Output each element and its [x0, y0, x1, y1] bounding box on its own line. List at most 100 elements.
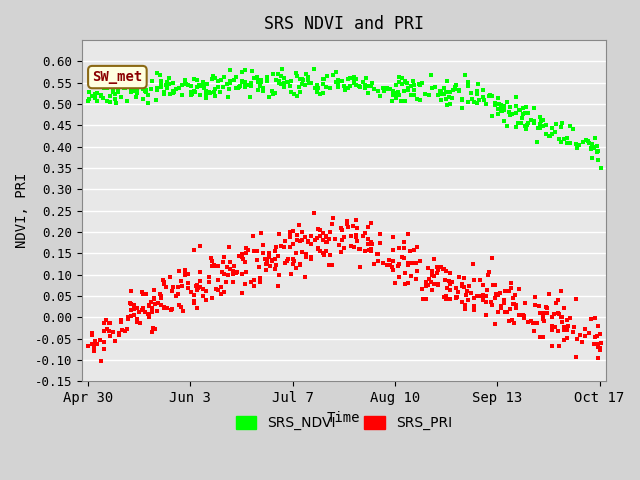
SRS_PRI: [105, 332, 115, 340]
SRS_PRI: [436, 264, 446, 271]
SRS_NDVI: [198, 78, 209, 85]
SRS_PRI: [394, 260, 404, 267]
SRS_PRI: [439, 265, 449, 273]
SRS_NDVI: [554, 135, 564, 143]
SRS_PRI: [324, 252, 335, 259]
SRS_PRI: [237, 255, 248, 263]
SRS_PRI: [552, 309, 563, 317]
SRS_PRI: [433, 264, 443, 271]
SRS_PRI: [236, 289, 246, 297]
SRS_PRI: [159, 278, 169, 286]
SRS_NDVI: [511, 123, 521, 131]
SRS_NDVI: [129, 87, 139, 95]
SRS_PRI: [241, 268, 251, 276]
SRS_PRI: [572, 336, 582, 343]
SRS_NDVI: [451, 81, 461, 89]
SRS_NDVI: [138, 85, 148, 93]
SRS_PRI: [553, 296, 563, 304]
SRS_NDVI: [113, 86, 124, 94]
SRS_PRI: [493, 309, 503, 316]
SRS_NDVI: [391, 89, 401, 96]
SRS_NDVI: [259, 84, 269, 92]
SRS_NDVI: [589, 144, 599, 152]
SRS_PRI: [289, 257, 299, 265]
SRS_PRI: [99, 338, 109, 346]
SRS_NDVI: [135, 83, 145, 90]
SRS_NDVI: [291, 69, 301, 77]
SRS_NDVI: [177, 92, 188, 99]
SRS_PRI: [364, 240, 374, 248]
SRS_PRI: [276, 242, 286, 250]
SRS_PRI: [225, 265, 235, 273]
SRS_NDVI: [131, 94, 141, 101]
SRS_NDVI: [246, 83, 257, 90]
SRS_PRI: [321, 247, 332, 255]
SRS_PRI: [490, 281, 500, 289]
SRS_PRI: [427, 267, 437, 275]
SRS_PRI: [140, 309, 150, 316]
SRS_PRI: [123, 315, 133, 323]
SRS_PRI: [225, 258, 235, 266]
SRS_PRI: [269, 265, 280, 273]
SRS_PRI: [324, 235, 335, 243]
SRS_PRI: [349, 243, 359, 251]
SRS_NDVI: [105, 98, 115, 106]
SRS_PRI: [372, 251, 382, 258]
SRS_NDVI: [183, 82, 193, 89]
SRS_PRI: [348, 222, 358, 230]
SRS_PRI: [219, 270, 229, 277]
SRS_NDVI: [86, 92, 97, 100]
SRS_NDVI: [240, 66, 250, 73]
SRS_NDVI: [209, 85, 220, 93]
SRS_PRI: [216, 268, 227, 276]
SRS_PRI: [138, 306, 148, 313]
SRS_NDVI: [89, 81, 99, 89]
SRS_NDVI: [520, 103, 531, 110]
SRS_NDVI: [92, 89, 102, 96]
SRS_NDVI: [212, 83, 223, 90]
SRS_PRI: [173, 290, 183, 298]
SRS_PRI: [152, 299, 163, 306]
SRS_NDVI: [520, 125, 531, 132]
SRS_NDVI: [474, 96, 484, 103]
SRS_NDVI: [426, 84, 436, 92]
SRS_PRI: [155, 290, 165, 298]
SRS_NDVI: [433, 91, 444, 98]
SRS_PRI: [405, 272, 415, 280]
SRS_NDVI: [591, 142, 602, 149]
SRS_PRI: [387, 266, 397, 274]
SRS_NDVI: [195, 91, 205, 98]
SRS_NDVI: [442, 95, 452, 103]
SRS_NDVI: [161, 79, 172, 86]
SRS_NDVI: [216, 76, 226, 84]
SRS_PRI: [337, 226, 347, 233]
SRS_PRI: [315, 226, 325, 234]
SRS_PRI: [375, 239, 385, 246]
SRS_PRI: [495, 304, 506, 312]
SRS_NDVI: [520, 109, 530, 117]
SRS_PRI: [342, 217, 353, 225]
SRS_NDVI: [463, 98, 473, 106]
SRS_PRI: [327, 220, 337, 228]
SRS_NDVI: [177, 91, 188, 98]
SRS_NDVI: [278, 81, 289, 89]
SRS_NDVI: [240, 78, 250, 86]
SRS_PRI: [227, 267, 237, 275]
SRS_PRI: [358, 232, 368, 240]
SRS_PRI: [355, 245, 365, 252]
SRS_NDVI: [526, 116, 536, 123]
SRS_NDVI: [589, 134, 600, 142]
SRS_PRI: [288, 261, 298, 268]
SRS_NDVI: [248, 74, 259, 82]
SRS_PRI: [252, 248, 262, 255]
SRS_PRI: [589, 340, 599, 348]
SRS_NDVI: [529, 104, 540, 112]
SRS_NDVI: [586, 144, 596, 152]
SRS_PRI: [313, 225, 323, 232]
SRS_PRI: [590, 334, 600, 341]
SRS_NDVI: [436, 96, 446, 103]
SRS_PRI: [351, 231, 361, 239]
SRS_PRI: [418, 295, 428, 303]
SRS_NDVI: [367, 79, 377, 86]
SRS_NDVI: [454, 86, 464, 94]
